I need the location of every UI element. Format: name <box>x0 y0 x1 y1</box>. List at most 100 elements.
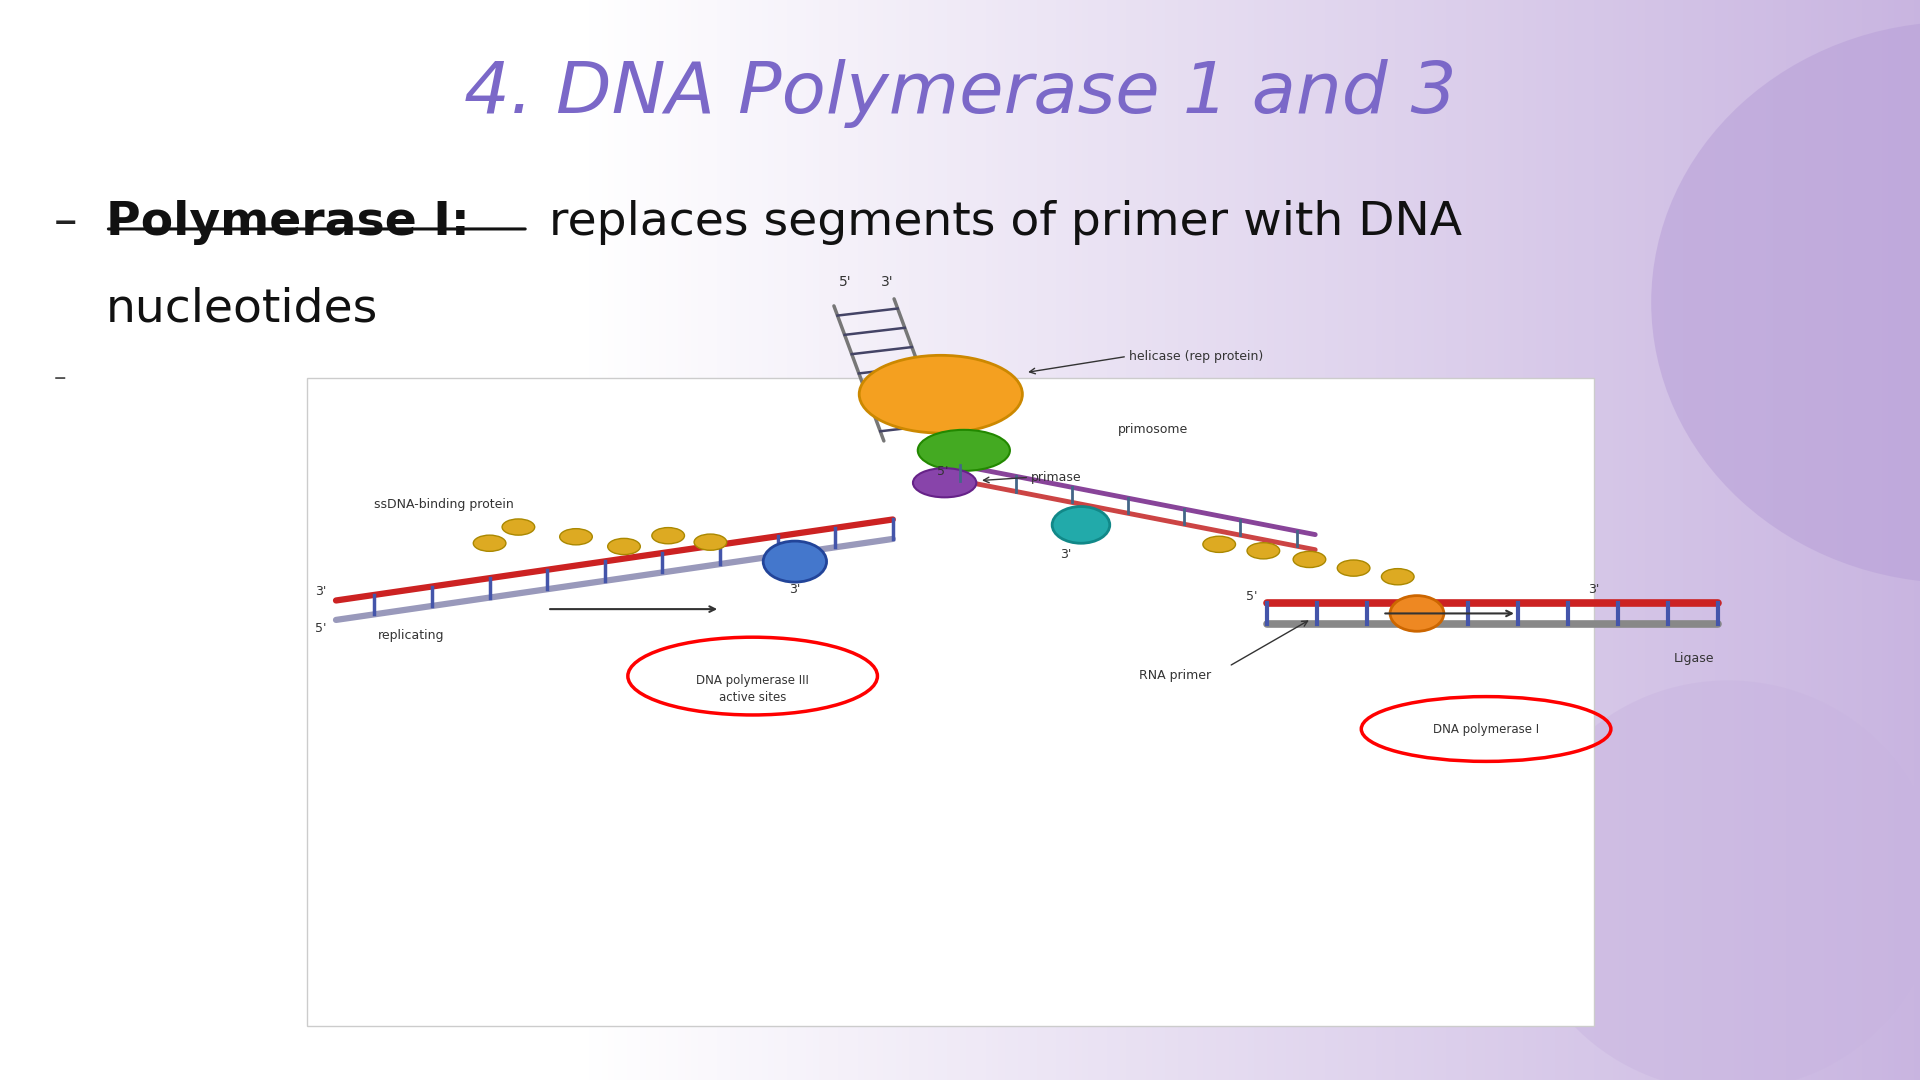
Bar <box>705 0 710 1080</box>
Bar <box>1569 0 1574 1080</box>
Bar <box>1242 0 1248 1080</box>
Bar <box>973 0 979 1080</box>
Bar <box>1651 0 1657 1080</box>
Bar <box>44 0 52 1080</box>
Bar <box>1043 0 1050 1080</box>
Bar <box>192 0 198 1080</box>
Ellipse shape <box>472 535 507 551</box>
Bar <box>806 0 812 1080</box>
Bar <box>33 0 38 1080</box>
Text: 3': 3' <box>315 585 326 598</box>
Bar <box>1862 0 1868 1080</box>
Bar <box>351 0 359 1080</box>
Bar <box>966 0 973 1080</box>
Bar <box>1229 0 1235 1080</box>
Bar <box>1849 0 1857 1080</box>
Bar <box>1286 0 1292 1080</box>
Bar <box>1811 0 1818 1080</box>
Bar <box>1684 0 1690 1080</box>
Bar <box>1350 0 1357 1080</box>
Bar <box>993 0 998 1080</box>
Text: Ligase: Ligase <box>1674 652 1715 665</box>
Bar <box>647 0 653 1080</box>
Bar <box>1344 0 1350 1080</box>
Bar <box>1799 0 1805 1080</box>
Bar <box>1235 0 1242 1080</box>
Bar <box>52 0 58 1080</box>
Bar <box>115 0 121 1080</box>
Bar <box>159 0 167 1080</box>
Bar <box>1300 0 1306 1080</box>
Bar <box>1325 0 1331 1080</box>
Bar <box>724 0 730 1080</box>
Text: RNA primer: RNA primer <box>1139 669 1212 681</box>
Bar <box>332 0 340 1080</box>
Bar <box>263 0 269 1080</box>
Bar <box>793 0 801 1080</box>
Bar <box>307 0 313 1080</box>
Bar <box>1561 0 1569 1080</box>
Text: ssDNA-binding protein: ssDNA-binding protein <box>374 498 515 511</box>
Bar <box>557 0 563 1080</box>
Bar <box>1306 0 1311 1080</box>
Bar <box>269 0 275 1080</box>
Bar <box>1185 0 1190 1080</box>
Bar <box>173 0 179 1080</box>
Bar <box>749 0 755 1080</box>
Bar <box>83 0 90 1080</box>
Bar <box>313 0 321 1080</box>
Bar <box>384 0 390 1080</box>
Bar <box>1914 0 1920 1080</box>
Bar <box>1319 0 1325 1080</box>
Ellipse shape <box>651 527 684 543</box>
Bar <box>148 0 154 1080</box>
Bar <box>1108 0 1114 1080</box>
Bar <box>179 0 186 1080</box>
Bar <box>582 0 589 1080</box>
Bar <box>1895 0 1901 1080</box>
Bar <box>870 0 877 1080</box>
Bar <box>1190 0 1196 1080</box>
Bar <box>768 0 774 1080</box>
Ellipse shape <box>1052 507 1110 543</box>
Bar <box>390 0 397 1080</box>
Bar <box>486 0 493 1080</box>
Bar <box>167 0 173 1080</box>
Text: 3': 3' <box>1588 583 1599 596</box>
Bar <box>1805 0 1811 1080</box>
Bar <box>1741 0 1747 1080</box>
Bar <box>922 0 927 1080</box>
Bar <box>455 0 461 1080</box>
Bar <box>1018 0 1023 1080</box>
Bar <box>499 0 505 1080</box>
Bar <box>1791 0 1799 1080</box>
Bar <box>378 0 384 1080</box>
Ellipse shape <box>1248 542 1281 559</box>
Bar <box>186 0 192 1080</box>
Bar <box>1857 0 1862 1080</box>
Bar <box>1446 0 1453 1080</box>
Bar <box>140 0 148 1080</box>
Bar <box>1638 0 1645 1080</box>
Bar <box>442 0 447 1080</box>
Text: 5': 5' <box>315 622 326 635</box>
Bar <box>897 0 902 1080</box>
Bar <box>1056 0 1062 1080</box>
Bar <box>960 0 966 1080</box>
Text: primosome: primosome <box>1117 423 1188 436</box>
Text: 4. DNA Polymerase 1 and 3: 4. DNA Polymerase 1 and 3 <box>465 59 1455 129</box>
Text: 5': 5' <box>839 275 851 289</box>
Ellipse shape <box>764 541 826 582</box>
Bar <box>493 0 499 1080</box>
Bar <box>774 0 781 1080</box>
Text: helicase (rep protein): helicase (rep protein) <box>1129 350 1263 363</box>
Bar <box>1830 0 1837 1080</box>
Bar <box>1267 0 1273 1080</box>
Bar <box>998 0 1004 1080</box>
Bar <box>1037 0 1043 1080</box>
Bar <box>826 0 831 1080</box>
Bar <box>1626 0 1632 1080</box>
Bar <box>1594 0 1599 1080</box>
Bar <box>551 0 557 1080</box>
Bar <box>365 0 371 1080</box>
